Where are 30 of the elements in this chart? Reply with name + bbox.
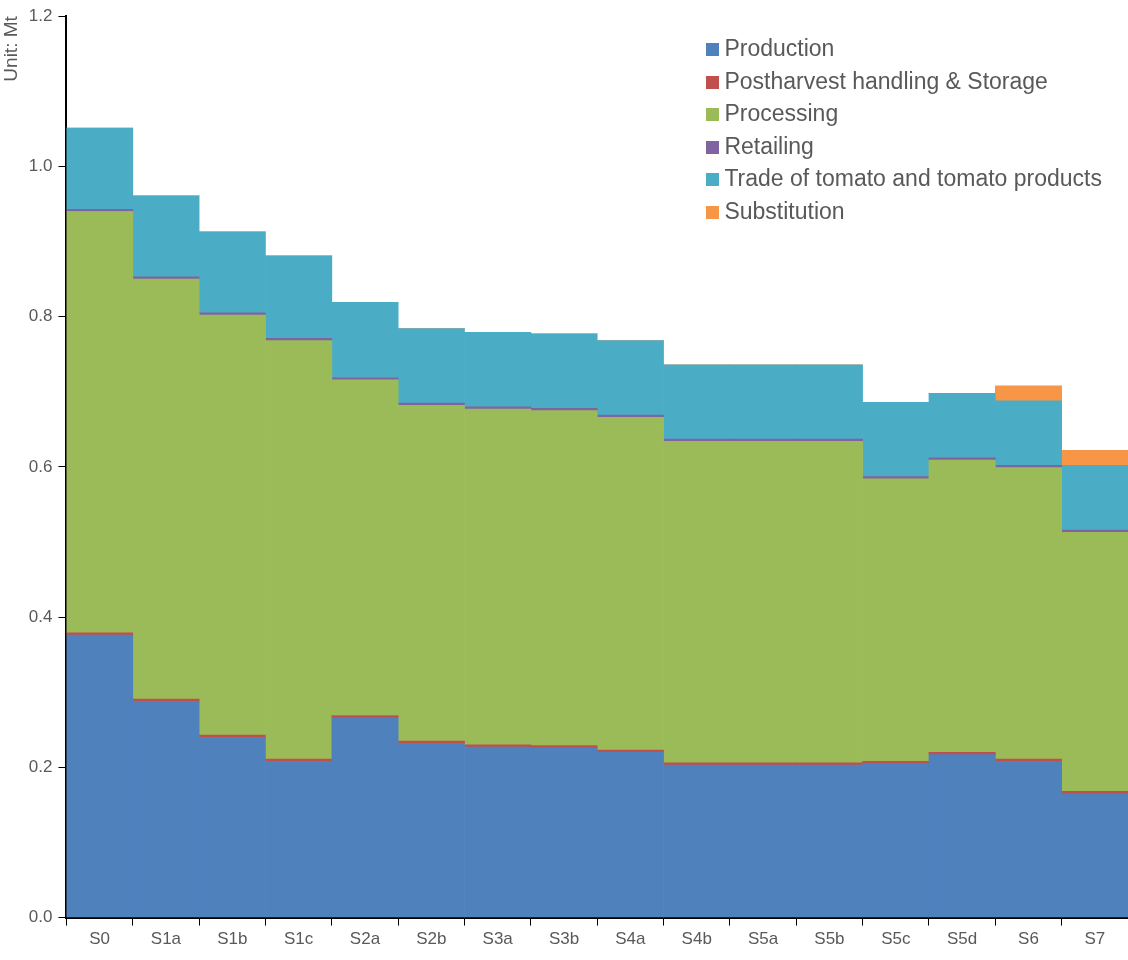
x-tick-label: S5a (747, 929, 779, 949)
y-axis-title: Unit: Mt (0, 15, 21, 82)
y-tick-label: 0.4 (28, 606, 53, 626)
x-tick-label: S4b (681, 929, 712, 949)
x-tick-label: S2b (416, 929, 447, 949)
y-tick-label: 1.0 (28, 156, 53, 176)
legend-label: Production (724, 35, 835, 61)
x-tick-label: S0 (89, 929, 110, 949)
x-tick-label: S7 (1084, 929, 1106, 949)
legend-label: Postharvest handling & Storage (724, 67, 1048, 94)
x-tick-label: S5b (814, 929, 845, 949)
x-tick-label: S3b (548, 929, 580, 949)
y-tick-label: 0.2 (28, 757, 53, 777)
y-tick-label: 1.2 (28, 5, 53, 25)
x-tick-label: S4a (615, 929, 647, 949)
legend-label: Substitution (724, 197, 845, 224)
x-tick-label: S5c (881, 929, 911, 949)
legend-label: Processing (724, 100, 839, 126)
x-tick-label: S5d (947, 929, 978, 949)
y-tick-label: 0.6 (28, 456, 53, 476)
x-tick-label: S1b (217, 929, 248, 949)
x-tick-label: S6 (1018, 929, 1039, 949)
legend-label: Retailing (724, 132, 814, 159)
legend-label: Trade of tomato and tomato products (724, 165, 1102, 191)
y-tick-label: 0.8 (28, 306, 53, 326)
y-tick-label: 0.0 (28, 907, 53, 927)
x-tick-label: S1a (150, 929, 182, 949)
x-tick-label: S2a (349, 929, 381, 949)
x-tick-label: S3a (482, 929, 514, 949)
x-tick-label: S1c (284, 929, 314, 949)
